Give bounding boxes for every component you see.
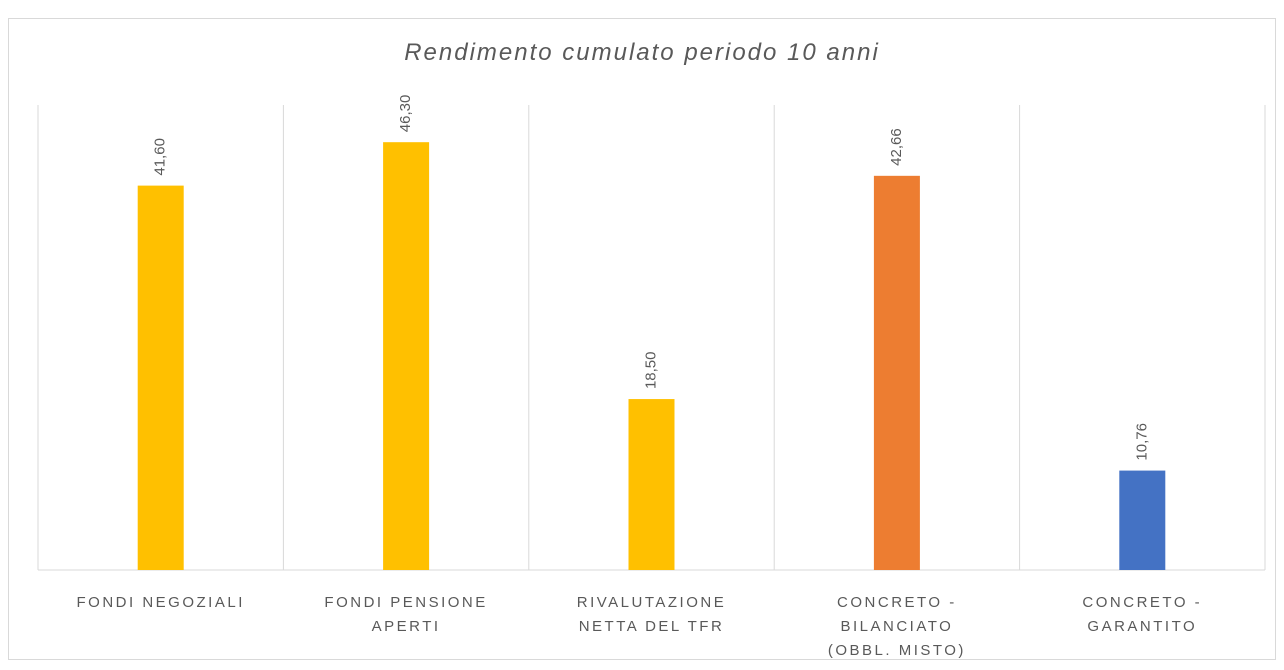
x-tick-label: FONDI PENSIONE APERTI xyxy=(324,594,487,635)
chart-title: Rendimento cumulato periodo 10 anni xyxy=(404,39,880,66)
data-label: 41,60 xyxy=(152,138,169,176)
x-tick-label-line: GARANTITO xyxy=(1087,618,1197,635)
bar xyxy=(628,399,675,570)
bar xyxy=(383,142,430,571)
x-tick-label-line: CONCRETO - xyxy=(837,594,957,611)
data-label: 18,50 xyxy=(642,352,659,390)
bar xyxy=(1119,470,1166,570)
x-tick-label-line: FONDI PENSIONE xyxy=(324,594,487,611)
x-tick-label-line: NETTA DEL TFR xyxy=(579,618,725,635)
x-tick-label: CONCRETO - GARANTITO xyxy=(1082,594,1202,635)
x-tick-label-line: APERTI xyxy=(372,618,441,635)
bar xyxy=(873,175,920,570)
x-tick-label-line: CONCRETO - xyxy=(1082,594,1202,611)
x-tick-label: FONDI NEGOZIALI xyxy=(77,594,245,611)
x-tick-label-line: BILANCIATO xyxy=(840,618,953,635)
x-tick-label-line: RIVALUTAZIONE xyxy=(577,594,726,611)
bar xyxy=(137,185,184,570)
x-tick-label: CONCRETO - BILANCIATO (OBBL. MISTO) xyxy=(828,594,966,659)
data-label: 46,30 xyxy=(397,95,414,133)
x-tick-label-line: FONDI NEGOZIALI xyxy=(77,594,245,611)
data-label: 10,76 xyxy=(1133,423,1150,461)
x-tick-label: RIVALUTAZIONE NETTA DEL TFR xyxy=(577,594,726,635)
x-tick-label-line: (OBBL. MISTO) xyxy=(828,642,966,659)
data-label: 42,66 xyxy=(888,128,905,166)
